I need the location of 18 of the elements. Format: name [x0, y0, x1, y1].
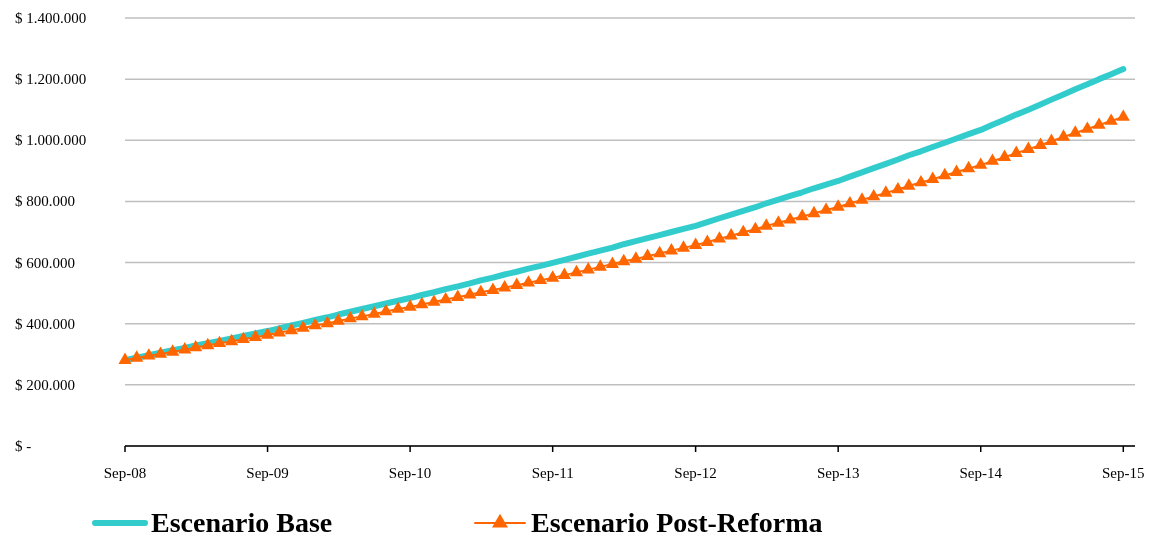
x-tick-label: Sep-14	[959, 465, 1003, 481]
y-tick-label: $ 1.000.000	[15, 132, 87, 149]
y-tick-label: $ 800.000	[15, 193, 75, 210]
x-tick-label: Sep-11	[531, 465, 574, 481]
legend-label: Escenario Post-Reforma	[531, 507, 823, 538]
y-tick-label: $ 200.000	[15, 376, 75, 393]
y-tick-label: $ -	[15, 438, 32, 454]
legend-label: Escenario Base	[151, 507, 333, 538]
x-tick-label: Sep-13	[816, 465, 860, 481]
y-tick-label: $ 400.000	[15, 315, 75, 332]
x-tick-label: Sep-12	[674, 465, 717, 481]
x-tick-label: Sep-15	[1102, 465, 1145, 481]
y-tick-label: $ 1.400.000	[15, 10, 87, 26]
x-tick-label: Sep-09	[246, 465, 289, 481]
y-tick-label: $ 1.200.000	[15, 71, 87, 88]
x-tick-label: Sep-08	[103, 465, 147, 481]
y-tick-label: $ 600.000	[15, 254, 75, 271]
x-tick-label: Sep-10	[388, 465, 432, 481]
